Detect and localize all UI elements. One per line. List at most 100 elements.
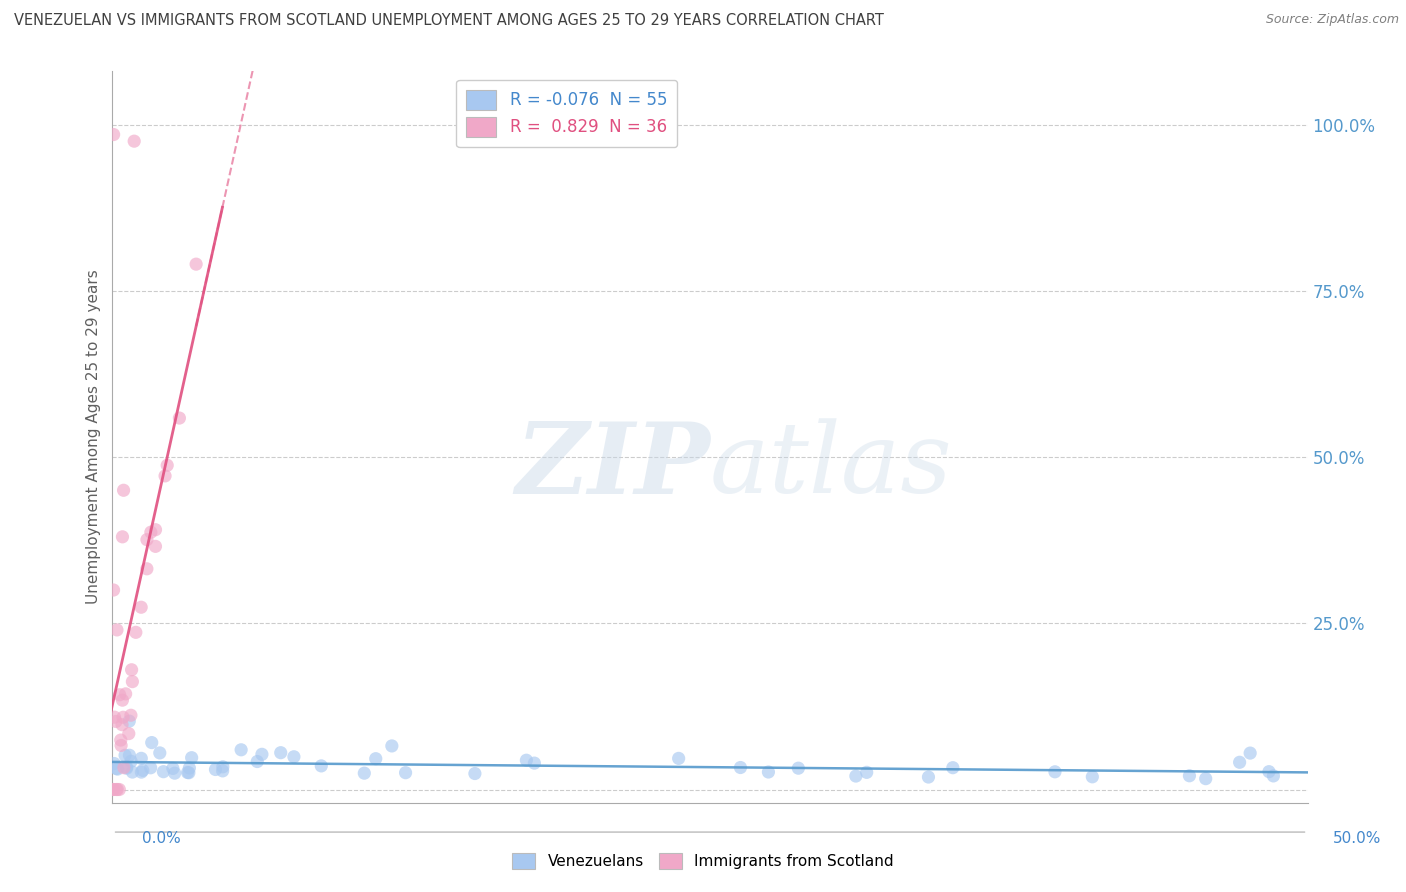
Point bbox=[211, 764, 233, 778]
Point bbox=[515, 753, 537, 767]
Point bbox=[103, 782, 125, 797]
Point bbox=[111, 530, 134, 544]
Point bbox=[139, 525, 162, 540]
Point bbox=[942, 761, 965, 775]
Point bbox=[139, 761, 162, 775]
Point bbox=[136, 533, 159, 547]
Y-axis label: Unemployment Among Ages 25 to 29 years: Unemployment Among Ages 25 to 29 years bbox=[86, 269, 101, 605]
Point bbox=[231, 743, 253, 757]
Point bbox=[105, 782, 128, 797]
Point bbox=[120, 708, 142, 723]
Point bbox=[105, 761, 128, 775]
Point bbox=[121, 765, 143, 780]
Point bbox=[145, 523, 167, 537]
Point bbox=[787, 761, 810, 775]
Point bbox=[1178, 769, 1201, 783]
Text: VENEZUELAN VS IMMIGRANTS FROM SCOTLAND UNEMPLOYMENT AMONG AGES 25 TO 29 YEARS CO: VENEZUELAN VS IMMIGRANTS FROM SCOTLAND U… bbox=[14, 13, 884, 29]
Point bbox=[1195, 772, 1218, 786]
Point bbox=[246, 755, 269, 769]
Point bbox=[149, 746, 172, 760]
Point bbox=[250, 747, 273, 762]
Point bbox=[112, 761, 135, 775]
Point bbox=[1239, 746, 1261, 760]
Point bbox=[115, 760, 138, 774]
Point bbox=[114, 687, 136, 701]
Point bbox=[180, 750, 202, 764]
Point bbox=[132, 764, 155, 778]
Point bbox=[105, 782, 128, 797]
Point bbox=[121, 663, 143, 677]
Point bbox=[112, 483, 135, 498]
Point bbox=[118, 748, 141, 763]
Point bbox=[169, 411, 191, 425]
Point bbox=[364, 752, 387, 766]
Point bbox=[283, 749, 305, 764]
Point bbox=[311, 759, 333, 773]
Text: 50.0%: 50.0% bbox=[1333, 831, 1381, 846]
Point bbox=[1263, 769, 1285, 783]
Point bbox=[103, 756, 125, 771]
Point bbox=[153, 469, 176, 483]
Text: Source: ZipAtlas.com: Source: ZipAtlas.com bbox=[1265, 13, 1399, 27]
Point bbox=[145, 540, 167, 554]
Legend: Venezuelans, Immigrants from Scotland: Venezuelans, Immigrants from Scotland bbox=[506, 847, 900, 875]
Point bbox=[845, 769, 868, 783]
Point bbox=[917, 770, 939, 784]
Text: 0.0%: 0.0% bbox=[142, 831, 181, 846]
Point bbox=[270, 746, 292, 760]
Point bbox=[353, 766, 375, 780]
Point bbox=[523, 756, 546, 771]
Point bbox=[464, 766, 486, 780]
Point bbox=[1043, 764, 1066, 779]
Point bbox=[152, 764, 174, 779]
Point bbox=[135, 562, 157, 576]
Text: ZIP: ZIP bbox=[515, 418, 710, 515]
Legend: R = -0.076  N = 55, R =  0.829  N = 36: R = -0.076 N = 55, R = 0.829 N = 36 bbox=[456, 79, 678, 147]
Point bbox=[118, 714, 141, 728]
Point bbox=[177, 765, 200, 780]
Point bbox=[141, 735, 163, 749]
Point bbox=[112, 710, 135, 724]
Point bbox=[129, 600, 152, 615]
Point bbox=[108, 782, 131, 797]
Text: atlas: atlas bbox=[710, 418, 953, 514]
Point bbox=[114, 748, 136, 763]
Point bbox=[176, 765, 198, 780]
Point bbox=[107, 762, 129, 776]
Point bbox=[121, 674, 143, 689]
Point bbox=[211, 760, 233, 774]
Point bbox=[111, 717, 134, 731]
Point bbox=[122, 134, 145, 148]
Point bbox=[110, 739, 132, 753]
Point bbox=[1229, 756, 1251, 770]
Point bbox=[730, 760, 752, 774]
Point bbox=[381, 739, 404, 753]
Point bbox=[120, 754, 142, 768]
Point bbox=[115, 761, 138, 775]
Point bbox=[129, 751, 152, 765]
Point bbox=[1258, 764, 1281, 779]
Point bbox=[118, 726, 141, 740]
Point bbox=[103, 128, 125, 142]
Point bbox=[1081, 770, 1104, 784]
Point bbox=[163, 766, 186, 780]
Point bbox=[179, 761, 201, 775]
Point bbox=[758, 764, 780, 779]
Point bbox=[101, 782, 124, 797]
Point bbox=[162, 761, 184, 775]
Point bbox=[104, 714, 127, 729]
Point bbox=[111, 693, 134, 707]
Point bbox=[105, 623, 128, 637]
Point bbox=[125, 625, 148, 640]
Point bbox=[103, 582, 125, 597]
Point bbox=[668, 751, 690, 765]
Point bbox=[394, 765, 416, 780]
Point bbox=[108, 688, 131, 702]
Point bbox=[204, 763, 226, 777]
Point bbox=[186, 257, 208, 271]
Point bbox=[131, 765, 153, 780]
Point bbox=[156, 458, 179, 473]
Point bbox=[103, 710, 125, 724]
Point bbox=[110, 733, 132, 747]
Point bbox=[855, 765, 877, 780]
